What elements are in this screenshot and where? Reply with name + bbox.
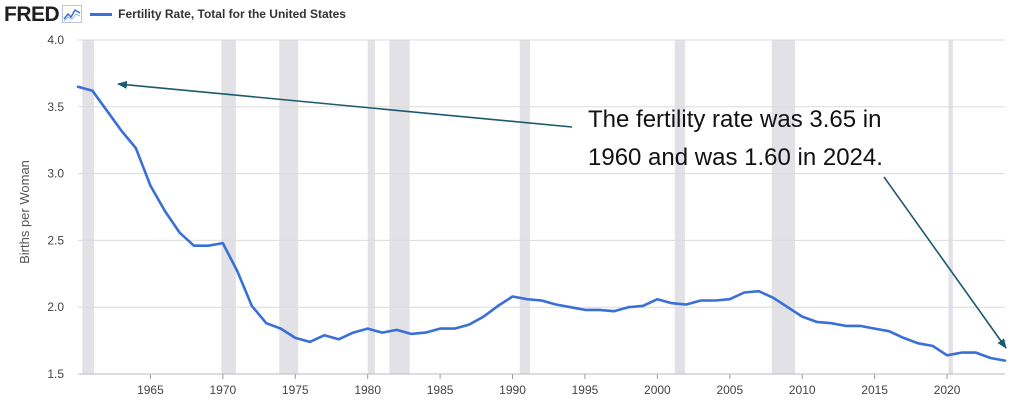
x-tick-label: 1995 — [572, 383, 599, 397]
y-tick-label: 1.5 — [47, 367, 64, 381]
y-tick-label: 4.0 — [47, 33, 64, 47]
legend-line-swatch — [90, 12, 113, 16]
recession-band-2 — [279, 40, 299, 374]
recession-bands — [82, 40, 953, 374]
fred-logo[interactable]: FRED — [4, 2, 60, 26]
recession-band-6 — [674, 40, 685, 374]
annotation-arrow-1960 — [117, 80, 573, 128]
x-tick-label: 1975 — [282, 383, 309, 397]
chart-header: FRED Fertility Rate, Total for the Unite… — [4, 2, 346, 26]
x-tick-label: 1985 — [427, 383, 454, 397]
x-tick-label: 1980 — [354, 383, 381, 397]
annotation-line-1: The fertility rate was 3.65 in — [588, 106, 882, 133]
recession-band-1 — [221, 40, 236, 374]
series-line — [76, 85, 1007, 362]
x-tick-label: 2000 — [644, 383, 671, 397]
y-tick-label: 2.0 — [47, 300, 64, 314]
annotation-arrows — [117, 80, 1007, 349]
grid-lines — [78, 39, 1005, 375]
annotation-text: The fertility rate was 3.65 in 1960 and … — [588, 101, 883, 177]
recession-band-0 — [82, 40, 94, 374]
recession-band-4 — [389, 40, 410, 374]
x-tick-label: 2005 — [716, 383, 743, 397]
y-tick-label: 2.5 — [47, 233, 64, 247]
x-tick-label: 1965 — [137, 383, 164, 397]
annotation-arrow-2024 — [883, 176, 1007, 349]
recession-band-7 — [771, 40, 795, 374]
x-tick-label: 2010 — [789, 383, 816, 397]
y-axis-label: Births per Woman — [17, 160, 32, 264]
x-tick-label: 2020 — [934, 383, 961, 397]
x-tick-label: 2015 — [861, 383, 888, 397]
y-axis-ticks: 1.5 2.0 2.5 3.0 3.5 4.0 — [47, 33, 64, 381]
x-tick-label: 1990 — [499, 383, 526, 397]
x-axis-ticks: 1965 1970 1975 1980 1985 1990 1995 2000 2005 2010… — [78, 373, 1005, 397]
recession-band-3 — [367, 40, 375, 374]
recession-band-8 — [948, 40, 953, 374]
y-tick-label: 3.5 — [47, 100, 64, 114]
chart-line-icon — [62, 5, 83, 23]
y-tick-label: 3.0 — [47, 167, 64, 181]
data-series — [76, 85, 1007, 362]
x-tick-label: 1970 — [209, 383, 236, 397]
annotation-line-2: 1960 and was 1.60 in 2024. — [588, 144, 883, 171]
legend-series-label: Fertility Rate, Total for the United Sta… — [118, 7, 346, 21]
recession-band-5 — [519, 40, 530, 374]
